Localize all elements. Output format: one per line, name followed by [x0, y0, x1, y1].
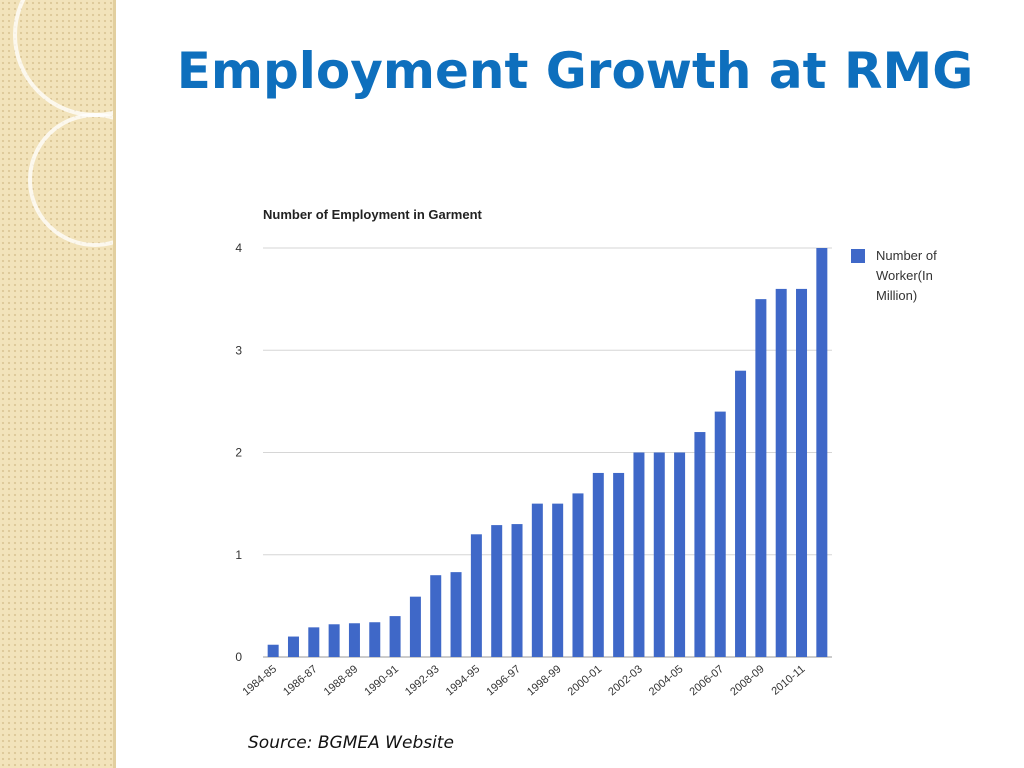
bar — [653, 452, 665, 657]
x-tick-label: 1992-93 — [403, 663, 442, 698]
bar — [552, 503, 564, 658]
legend-label: Number of — [876, 248, 937, 263]
bar — [491, 525, 503, 657]
bar — [816, 248, 828, 657]
bar — [796, 288, 808, 657]
y-tick-label: 3 — [235, 343, 242, 357]
x-tick-label: 1986-87 — [281, 663, 320, 698]
bar — [633, 452, 645, 657]
bar — [531, 503, 543, 658]
bar — [735, 370, 747, 657]
x-tick-label: 1994-95 — [444, 663, 483, 698]
x-tick-label: 2010-11 — [769, 663, 807, 698]
bar — [389, 616, 401, 657]
x-tick-label: 2004-05 — [647, 663, 686, 698]
bar — [450, 572, 462, 657]
chart-title: Number of Employment in Garment — [263, 207, 483, 222]
y-axis-ticks: 0 1 2 3 4 — [235, 241, 242, 664]
bar — [775, 288, 787, 657]
x-tick-label: 2008-09 — [728, 663, 767, 698]
x-tick-label: 2000-01 — [566, 663, 605, 698]
decorative-rings — [13, 0, 113, 247]
bar — [511, 524, 523, 657]
bar — [267, 644, 279, 657]
bar — [694, 432, 706, 657]
x-tick-label: 1990-91 — [362, 663, 401, 698]
legend-label: Worker(In — [876, 268, 933, 283]
bar — [592, 472, 604, 657]
bar — [613, 472, 625, 657]
x-tick-label: 1984-85 — [240, 663, 279, 698]
side-panel-edge — [113, 0, 116, 768]
y-tick-label: 2 — [235, 446, 242, 460]
legend-label: Million) — [876, 288, 917, 303]
x-tick-label: 2002-03 — [606, 663, 645, 698]
y-tick-label: 0 — [235, 650, 242, 664]
bar — [328, 624, 340, 657]
y-tick-label: 4 — [235, 241, 242, 255]
bar — [409, 596, 421, 657]
x-tick-label: 1996-97 — [484, 663, 523, 698]
decorative-ring-small — [28, 113, 113, 247]
x-tick-label: 2006-07 — [688, 663, 727, 698]
y-tick-label: 1 — [235, 548, 242, 562]
bar — [287, 636, 299, 657]
bar — [470, 534, 482, 657]
bar — [572, 493, 584, 657]
bar — [369, 622, 381, 657]
x-tick-label: 1988-89 — [322, 663, 361, 698]
x-tick-label: 1998-99 — [525, 663, 564, 698]
gridlines — [263, 247, 832, 658]
decorative-side-panel — [0, 0, 113, 768]
legend: Number of Worker(In Million) — [851, 248, 937, 303]
bar — [674, 452, 686, 657]
source-note: Source: BGMEA Website — [248, 733, 454, 753]
bar — [714, 411, 726, 657]
bars — [267, 248, 828, 658]
x-axis-ticks: 1984-85 1986-87 1988-89 1990-91 1992-93 1994-… — [240, 663, 807, 698]
bar — [755, 299, 767, 658]
bar — [348, 623, 360, 657]
slide-title: Employment Growth at RMG — [176, 42, 974, 100]
bar — [430, 575, 442, 657]
bar — [308, 627, 320, 657]
legend-swatch — [851, 249, 865, 263]
